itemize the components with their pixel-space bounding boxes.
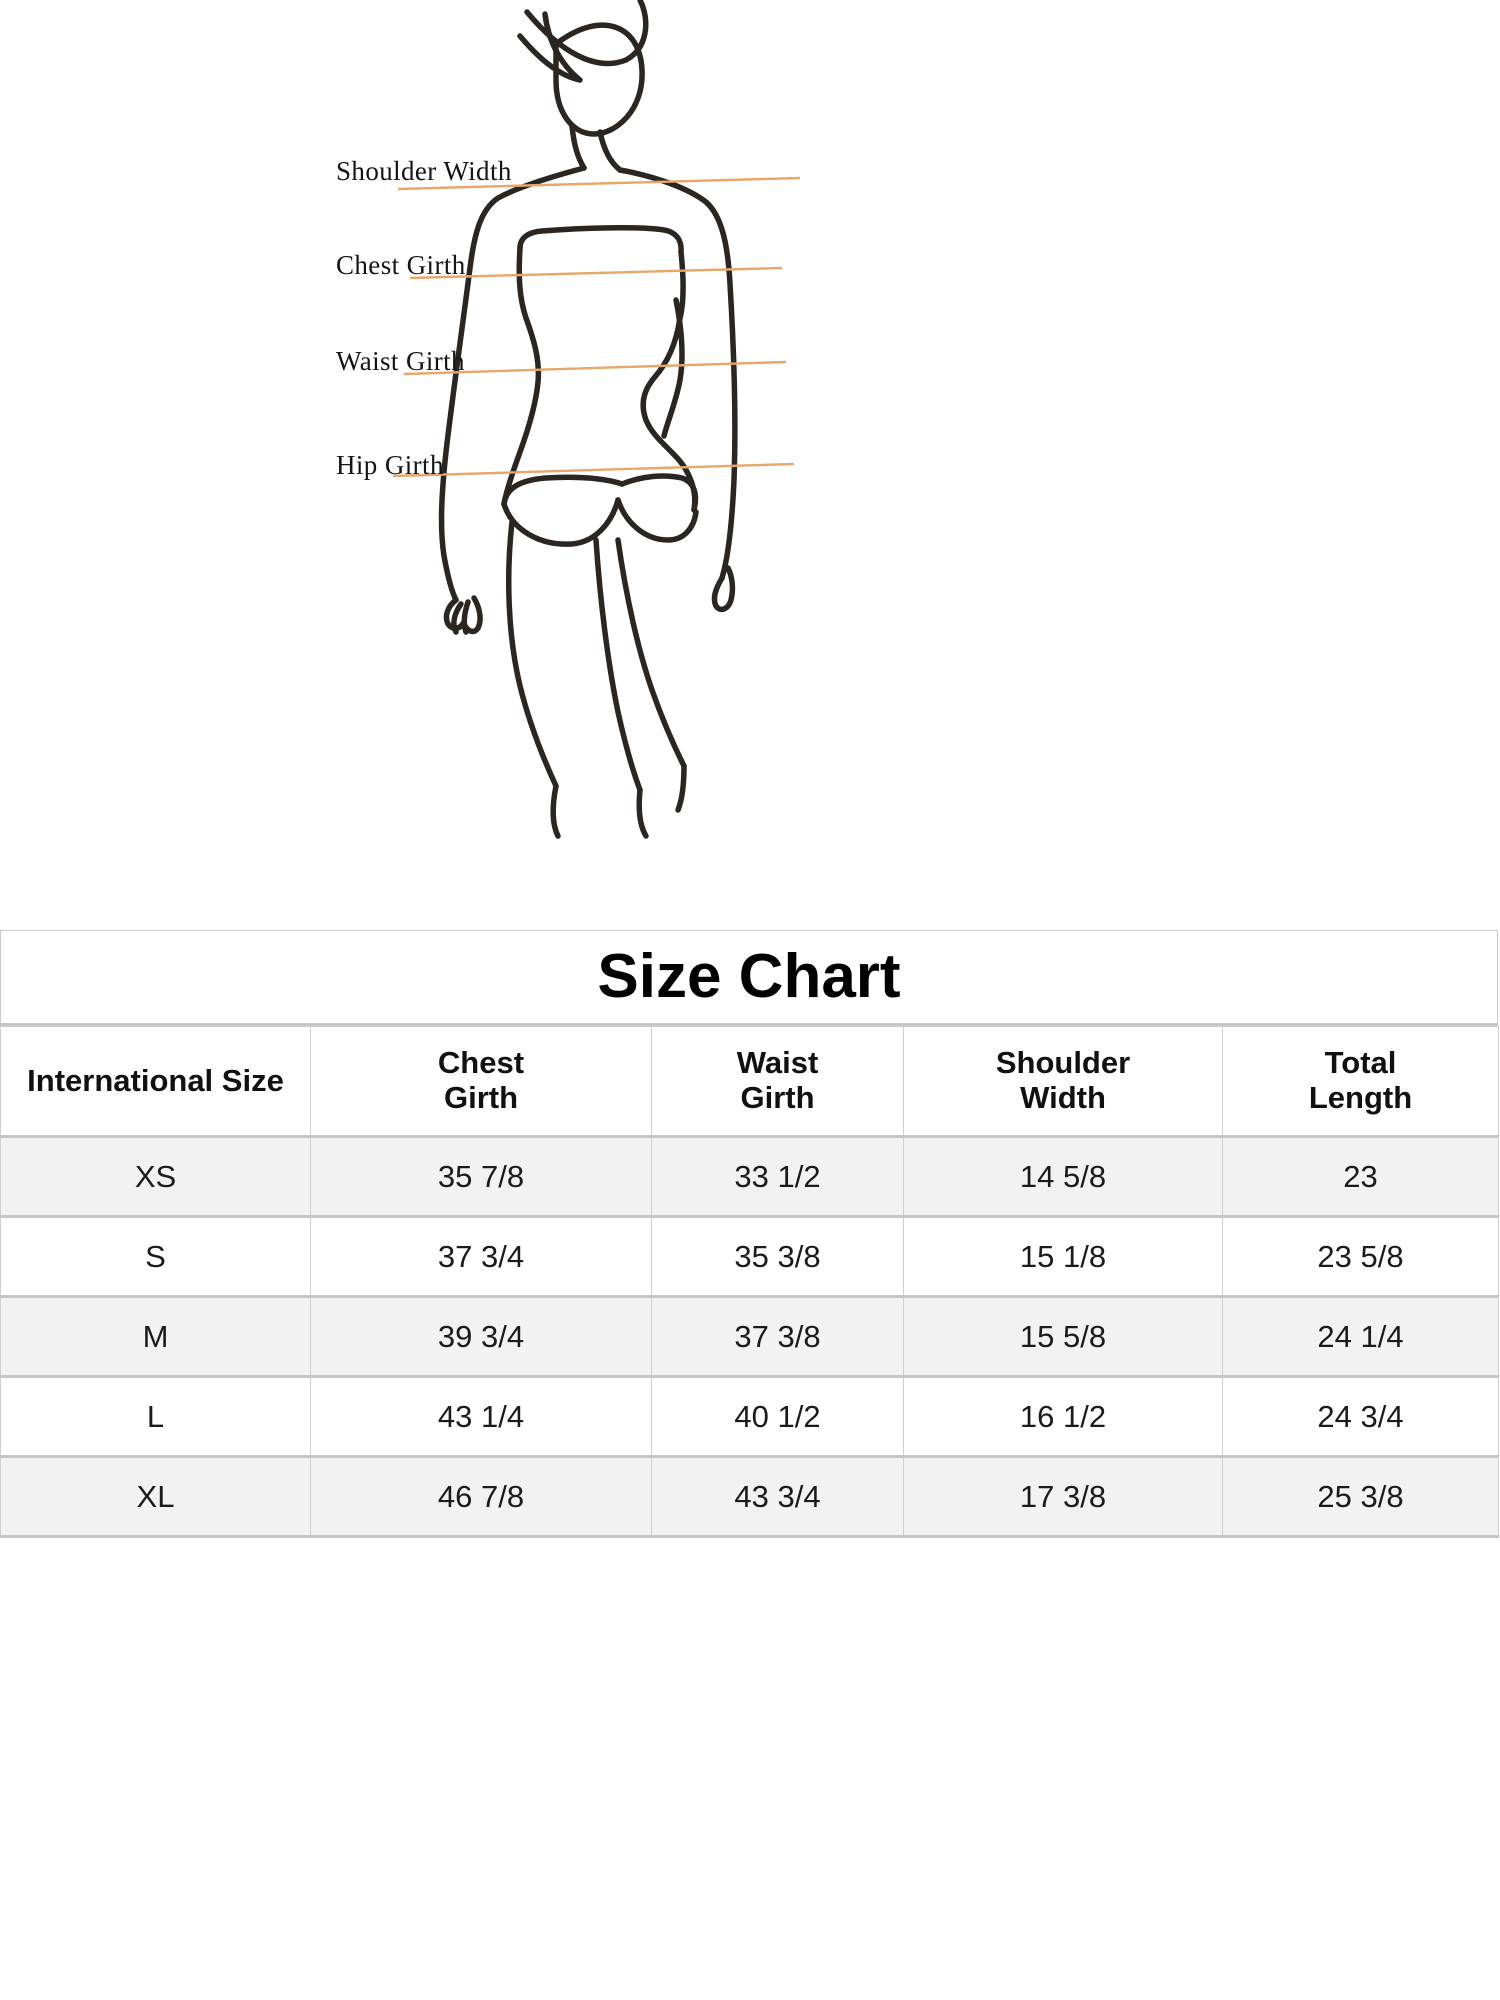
cell-chest-girth: 39 3/4: [310, 1296, 652, 1378]
figure-illustration-area: Shoulder Width Chest Girth Waist Girth H…: [0, 0, 1500, 930]
column-header-line: Width: [1020, 1080, 1106, 1115]
table-row: XS 35 7/8 33 1/2 14 5/8 23: [0, 1136, 1499, 1218]
cell-total-length: 25 3/8: [1222, 1456, 1499, 1538]
cell-shoulder-width: 16 1/2: [903, 1376, 1223, 1458]
column-header-waist-girth: Waist Girth: [651, 1026, 904, 1138]
female-body-outline-sketch: [392, 0, 801, 839]
column-header-line: Chest: [437, 1045, 525, 1081]
column-header-line: International Size: [27, 1062, 284, 1098]
cell-shoulder-width: 15 1/8: [903, 1216, 1223, 1298]
cell-shoulder-width: 17 3/8: [903, 1456, 1223, 1538]
cell-size: XS: [0, 1136, 311, 1218]
column-header-line: Waist: [736, 1045, 819, 1081]
cell-shoulder-width: 14 5/8: [903, 1136, 1223, 1218]
cell-waist-girth: 40 1/2: [651, 1376, 904, 1458]
cell-waist-girth: 33 1/2: [651, 1136, 904, 1218]
cell-total-length: 24 3/4: [1222, 1376, 1499, 1458]
column-header-line: Shoulder: [995, 1045, 1131, 1081]
table-row: L 43 1/4 40 1/2 16 1/2 24 3/4: [0, 1376, 1499, 1458]
table-row: M 39 3/4 37 3/8 15 5/8 24 1/4: [0, 1296, 1499, 1378]
cell-size: S: [0, 1216, 311, 1298]
guide-line-chest-girth: [409, 266, 783, 280]
guide-line-hip-girth: [392, 462, 795, 478]
guide-line-shoulder-width: [397, 176, 801, 191]
label-shoulder-width: Shoulder Width: [336, 156, 512, 186]
table-row: XL 46 7/8 43 3/4 17 3/8 25 3/8: [0, 1456, 1499, 1538]
guide-line-waist-girth: [403, 360, 787, 376]
cell-waist-girth: 35 3/8: [651, 1216, 904, 1298]
cell-waist-girth: 37 3/8: [651, 1296, 904, 1378]
label-chest-girth: Chest Girth: [336, 250, 466, 280]
page-title: Size Chart: [597, 942, 901, 1011]
cell-total-length: 23 5/8: [1222, 1216, 1499, 1298]
column-header-line: Length: [1308, 1080, 1413, 1115]
cell-shoulder-width: 15 5/8: [903, 1296, 1223, 1378]
column-header-line: Total: [1324, 1045, 1397, 1081]
label-waist-girth: Waist Girth: [336, 346, 465, 376]
column-header-international-size: International Size: [0, 1026, 311, 1138]
cell-chest-girth: 35 7/8: [310, 1136, 652, 1218]
cell-chest-girth: 43 1/4: [310, 1376, 652, 1458]
column-header-chest-girth: Chest Girth: [310, 1026, 652, 1138]
cell-waist-girth: 43 3/4: [651, 1456, 904, 1538]
measurement-guide-lines: [392, 176, 801, 478]
column-header-total-length: Total Length: [1222, 1026, 1499, 1138]
cell-chest-girth: 37 3/4: [310, 1216, 652, 1298]
table-header-row: International Size Chest Girth Waist Gir…: [0, 1026, 1499, 1138]
size-chart-title-box: Size Chart: [0, 930, 1498, 1026]
cell-chest-girth: 46 7/8: [310, 1456, 652, 1538]
label-hip-girth: Hip Girth: [336, 450, 444, 480]
column-header-line: Girth: [740, 1080, 815, 1115]
column-header-line: Girth: [443, 1080, 519, 1115]
cell-size: M: [0, 1296, 311, 1378]
size-chart-table: International Size Chest Girth Waist Gir…: [0, 1026, 1499, 1538]
cell-total-length: 23: [1222, 1136, 1499, 1218]
cell-size: L: [0, 1376, 311, 1458]
column-header-shoulder-width: Shoulder Width: [903, 1026, 1223, 1138]
cell-total-length: 24 1/4: [1222, 1296, 1499, 1378]
cell-size: XL: [0, 1456, 311, 1538]
table-row: S 37 3/4 35 3/8 15 1/8 23 5/8: [0, 1216, 1499, 1298]
